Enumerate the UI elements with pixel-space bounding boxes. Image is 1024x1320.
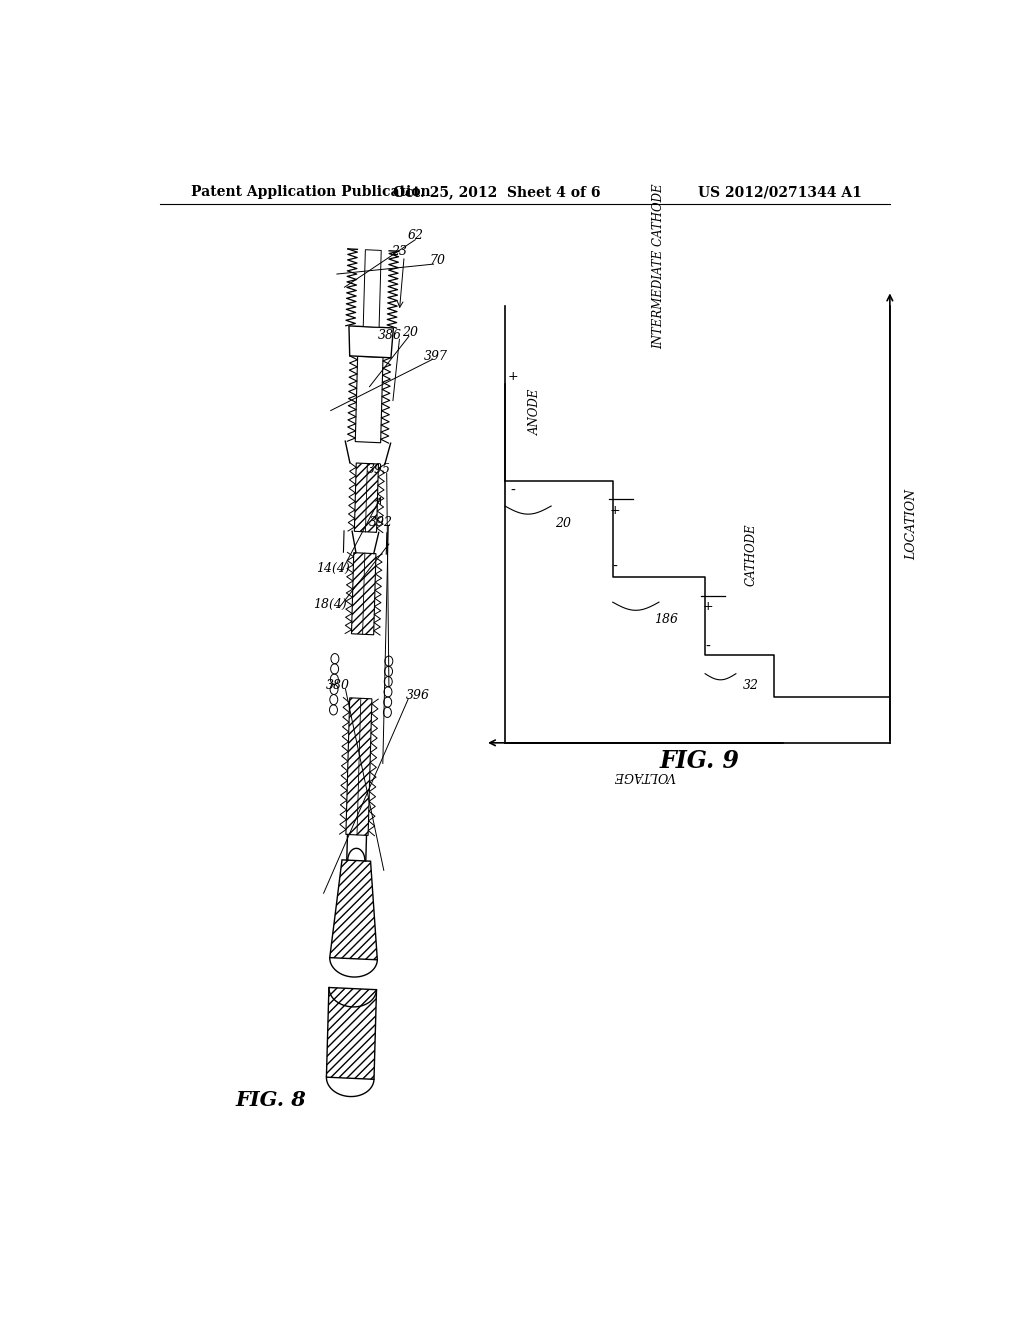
Text: +: + <box>702 601 713 614</box>
Text: FIG. 8: FIG. 8 <box>236 1090 306 1110</box>
Text: -: - <box>510 483 515 498</box>
Text: Patent Application Publication: Patent Application Publication <box>191 185 431 199</box>
Text: Oct. 25, 2012  Sheet 4 of 6: Oct. 25, 2012 Sheet 4 of 6 <box>393 185 601 199</box>
Text: LOCATION: LOCATION <box>905 488 919 560</box>
Text: US 2012/0271344 A1: US 2012/0271344 A1 <box>698 185 862 199</box>
Polygon shape <box>349 326 393 358</box>
Text: 23: 23 <box>391 246 408 257</box>
Text: +: + <box>610 504 621 517</box>
Text: 392: 392 <box>369 516 392 529</box>
Polygon shape <box>355 356 383 442</box>
Text: CATHODE: CATHODE <box>744 524 758 586</box>
Text: VOLTAGE: VOLTAGE <box>612 768 675 781</box>
Text: 62: 62 <box>408 228 423 242</box>
Text: 32: 32 <box>743 680 759 693</box>
Polygon shape <box>327 987 377 1080</box>
Text: 186: 186 <box>654 612 679 626</box>
Text: FIG. 9: FIG. 9 <box>659 750 739 774</box>
Text: 20: 20 <box>555 517 570 529</box>
Text: 397: 397 <box>424 350 447 363</box>
Text: +: + <box>507 370 518 383</box>
Polygon shape <box>330 859 377 960</box>
Text: 14(4): 14(4) <box>315 562 349 576</box>
Polygon shape <box>364 249 381 327</box>
Polygon shape <box>346 698 372 836</box>
Text: 395: 395 <box>367 463 391 477</box>
Text: 386: 386 <box>378 329 401 342</box>
Text: 396: 396 <box>406 689 430 702</box>
Text: -: - <box>612 560 617 574</box>
Text: 20: 20 <box>402 326 419 339</box>
Text: 70: 70 <box>429 255 445 267</box>
Text: -: - <box>706 640 710 655</box>
Text: 18(4): 18(4) <box>312 598 346 611</box>
Text: 380: 380 <box>327 678 350 692</box>
Text: ANODE: ANODE <box>529 389 543 436</box>
Text: INTERMEDIATE CATHODE: INTERMEDIATE CATHODE <box>652 183 666 350</box>
Polygon shape <box>354 463 379 532</box>
Polygon shape <box>351 553 376 635</box>
